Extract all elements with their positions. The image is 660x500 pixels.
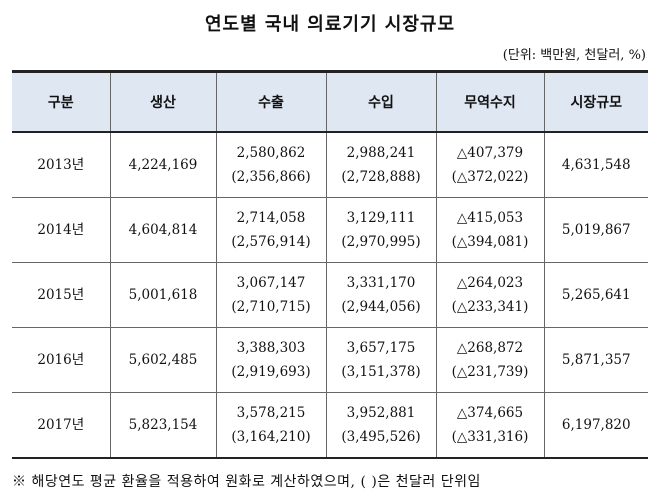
market-cell: 6,197,820 <box>543 392 648 459</box>
year-cell: 2016년 <box>12 327 111 393</box>
export-krw: 2,580,862 <box>236 145 306 161</box>
table-row: 2014년 4,604,814 2,714,058 (2,576,914) 3,1… <box>12 197 648 263</box>
balance-krw: △415,053 <box>456 210 524 226</box>
balance-krw: △374,665 <box>456 405 524 421</box>
header-export: 수출 <box>215 70 327 133</box>
balance-krw: △407,379 <box>456 145 524 161</box>
export-usd: (2,710,715) <box>231 299 311 315</box>
export-usd: (2,576,914) <box>231 234 311 250</box>
header-import: 수입 <box>325 70 437 133</box>
export-krw: 3,578,215 <box>236 405 306 421</box>
balance-usd: (△331,316) <box>451 429 529 445</box>
market-cell: 5,265,641 <box>543 262 648 328</box>
production-cell: 5,602,485 <box>109 327 217 393</box>
production-cell: 5,001,618 <box>109 262 217 328</box>
import-usd: (2,970,995) <box>341 234 421 250</box>
balance-krw: △268,872 <box>456 340 524 356</box>
balance-cell: △415,053 (△394,081) <box>435 197 545 263</box>
export-cell: 2,714,058 (2,576,914) <box>215 197 327 263</box>
import-cell: 3,331,170 (2,944,056) <box>325 262 437 328</box>
import-krw: 3,331,170 <box>346 275 416 291</box>
production-cell: 4,604,814 <box>109 197 217 263</box>
export-usd: (2,356,866) <box>231 169 311 185</box>
balance-usd: (△231,739) <box>451 364 529 380</box>
market-cell: 5,019,867 <box>543 197 648 263</box>
import-krw: 3,657,175 <box>346 340 416 356</box>
export-cell: 2,580,862 (2,356,866) <box>215 131 327 198</box>
header-production: 생산 <box>109 70 217 133</box>
export-krw: 3,067,147 <box>236 275 306 291</box>
import-cell: 3,129,111 (2,970,995) <box>325 197 437 263</box>
table-row: 2016년 5,602,485 3,388,303 (2,919,693) 3,6… <box>12 327 648 393</box>
year-cell: 2013년 <box>12 131 111 198</box>
balance-cell: △407,379 (△372,022) <box>435 131 545 198</box>
import-krw: 3,952,881 <box>346 405 416 421</box>
market-cell: 4,631,548 <box>543 131 648 198</box>
document-title: 연도별 국내 의료기기 시장규모 <box>204 14 456 35</box>
export-usd: (2,919,693) <box>231 364 311 380</box>
balance-krw: △264,023 <box>456 275 524 291</box>
export-cell: 3,067,147 (2,710,715) <box>215 262 327 328</box>
market-cell: 5,871,357 <box>543 327 648 393</box>
header-trade-balance: 무역수지 <box>435 70 545 133</box>
table-row: 2017년 5,823,154 3,578,215 (3,164,210) 3,9… <box>12 392 648 459</box>
table-row: 2013년 4,224,169 2,580,862 (2,356,866) 2,9… <box>12 131 648 198</box>
import-cell: 3,657,175 (3,151,378) <box>325 327 437 393</box>
table-header-row: 구분 생산 수출 수입 무역수지 시장규모 <box>12 70 648 133</box>
footnote: ※ 해당연도 평균 환율을 적용하여 원화로 계산하였으며, ( )은 천달러 … <box>12 474 481 490</box>
import-cell: 3,952,881 (3,495,526) <box>325 392 437 459</box>
production-cell: 5,823,154 <box>109 392 217 459</box>
import-usd: (2,944,056) <box>341 299 421 315</box>
unit-note: (단위: 백만원, 천달러, %) <box>502 48 646 63</box>
export-krw: 3,388,303 <box>236 340 306 356</box>
import-krw: 3,129,111 <box>346 210 416 226</box>
export-cell: 3,578,215 (3,164,210) <box>215 392 327 459</box>
header-category: 구분 <box>12 70 111 133</box>
export-krw: 2,714,058 <box>236 210 306 226</box>
balance-usd: (△233,341) <box>451 299 529 315</box>
year-cell: 2014년 <box>12 197 111 263</box>
balance-cell: △374,665 (△331,316) <box>435 392 545 459</box>
import-krw: 2,988,241 <box>346 145 416 161</box>
header-market-size: 시장규모 <box>543 70 648 133</box>
balance-cell: △268,872 (△231,739) <box>435 327 545 393</box>
market-size-table: 구분 생산 수출 수입 무역수지 시장규모 2013년 4,224,169 2,… <box>12 70 648 459</box>
import-usd: (2,728,888) <box>341 169 421 185</box>
table-row: 2015년 5,001,618 3,067,147 (2,710,715) 3,3… <box>12 262 648 328</box>
balance-usd: (△372,022) <box>451 169 529 185</box>
import-cell: 2,988,241 (2,728,888) <box>325 131 437 198</box>
balance-usd: (△394,081) <box>451 234 529 250</box>
export-cell: 3,388,303 (2,919,693) <box>215 327 327 393</box>
export-usd: (3,164,210) <box>231 429 311 445</box>
production-cell: 4,224,169 <box>109 131 217 198</box>
import-usd: (3,495,526) <box>341 429 421 445</box>
year-cell: 2015년 <box>12 262 111 328</box>
year-cell: 2017년 <box>12 392 111 459</box>
balance-cell: △264,023 (△233,341) <box>435 262 545 328</box>
import-usd: (3,151,378) <box>341 364 421 380</box>
